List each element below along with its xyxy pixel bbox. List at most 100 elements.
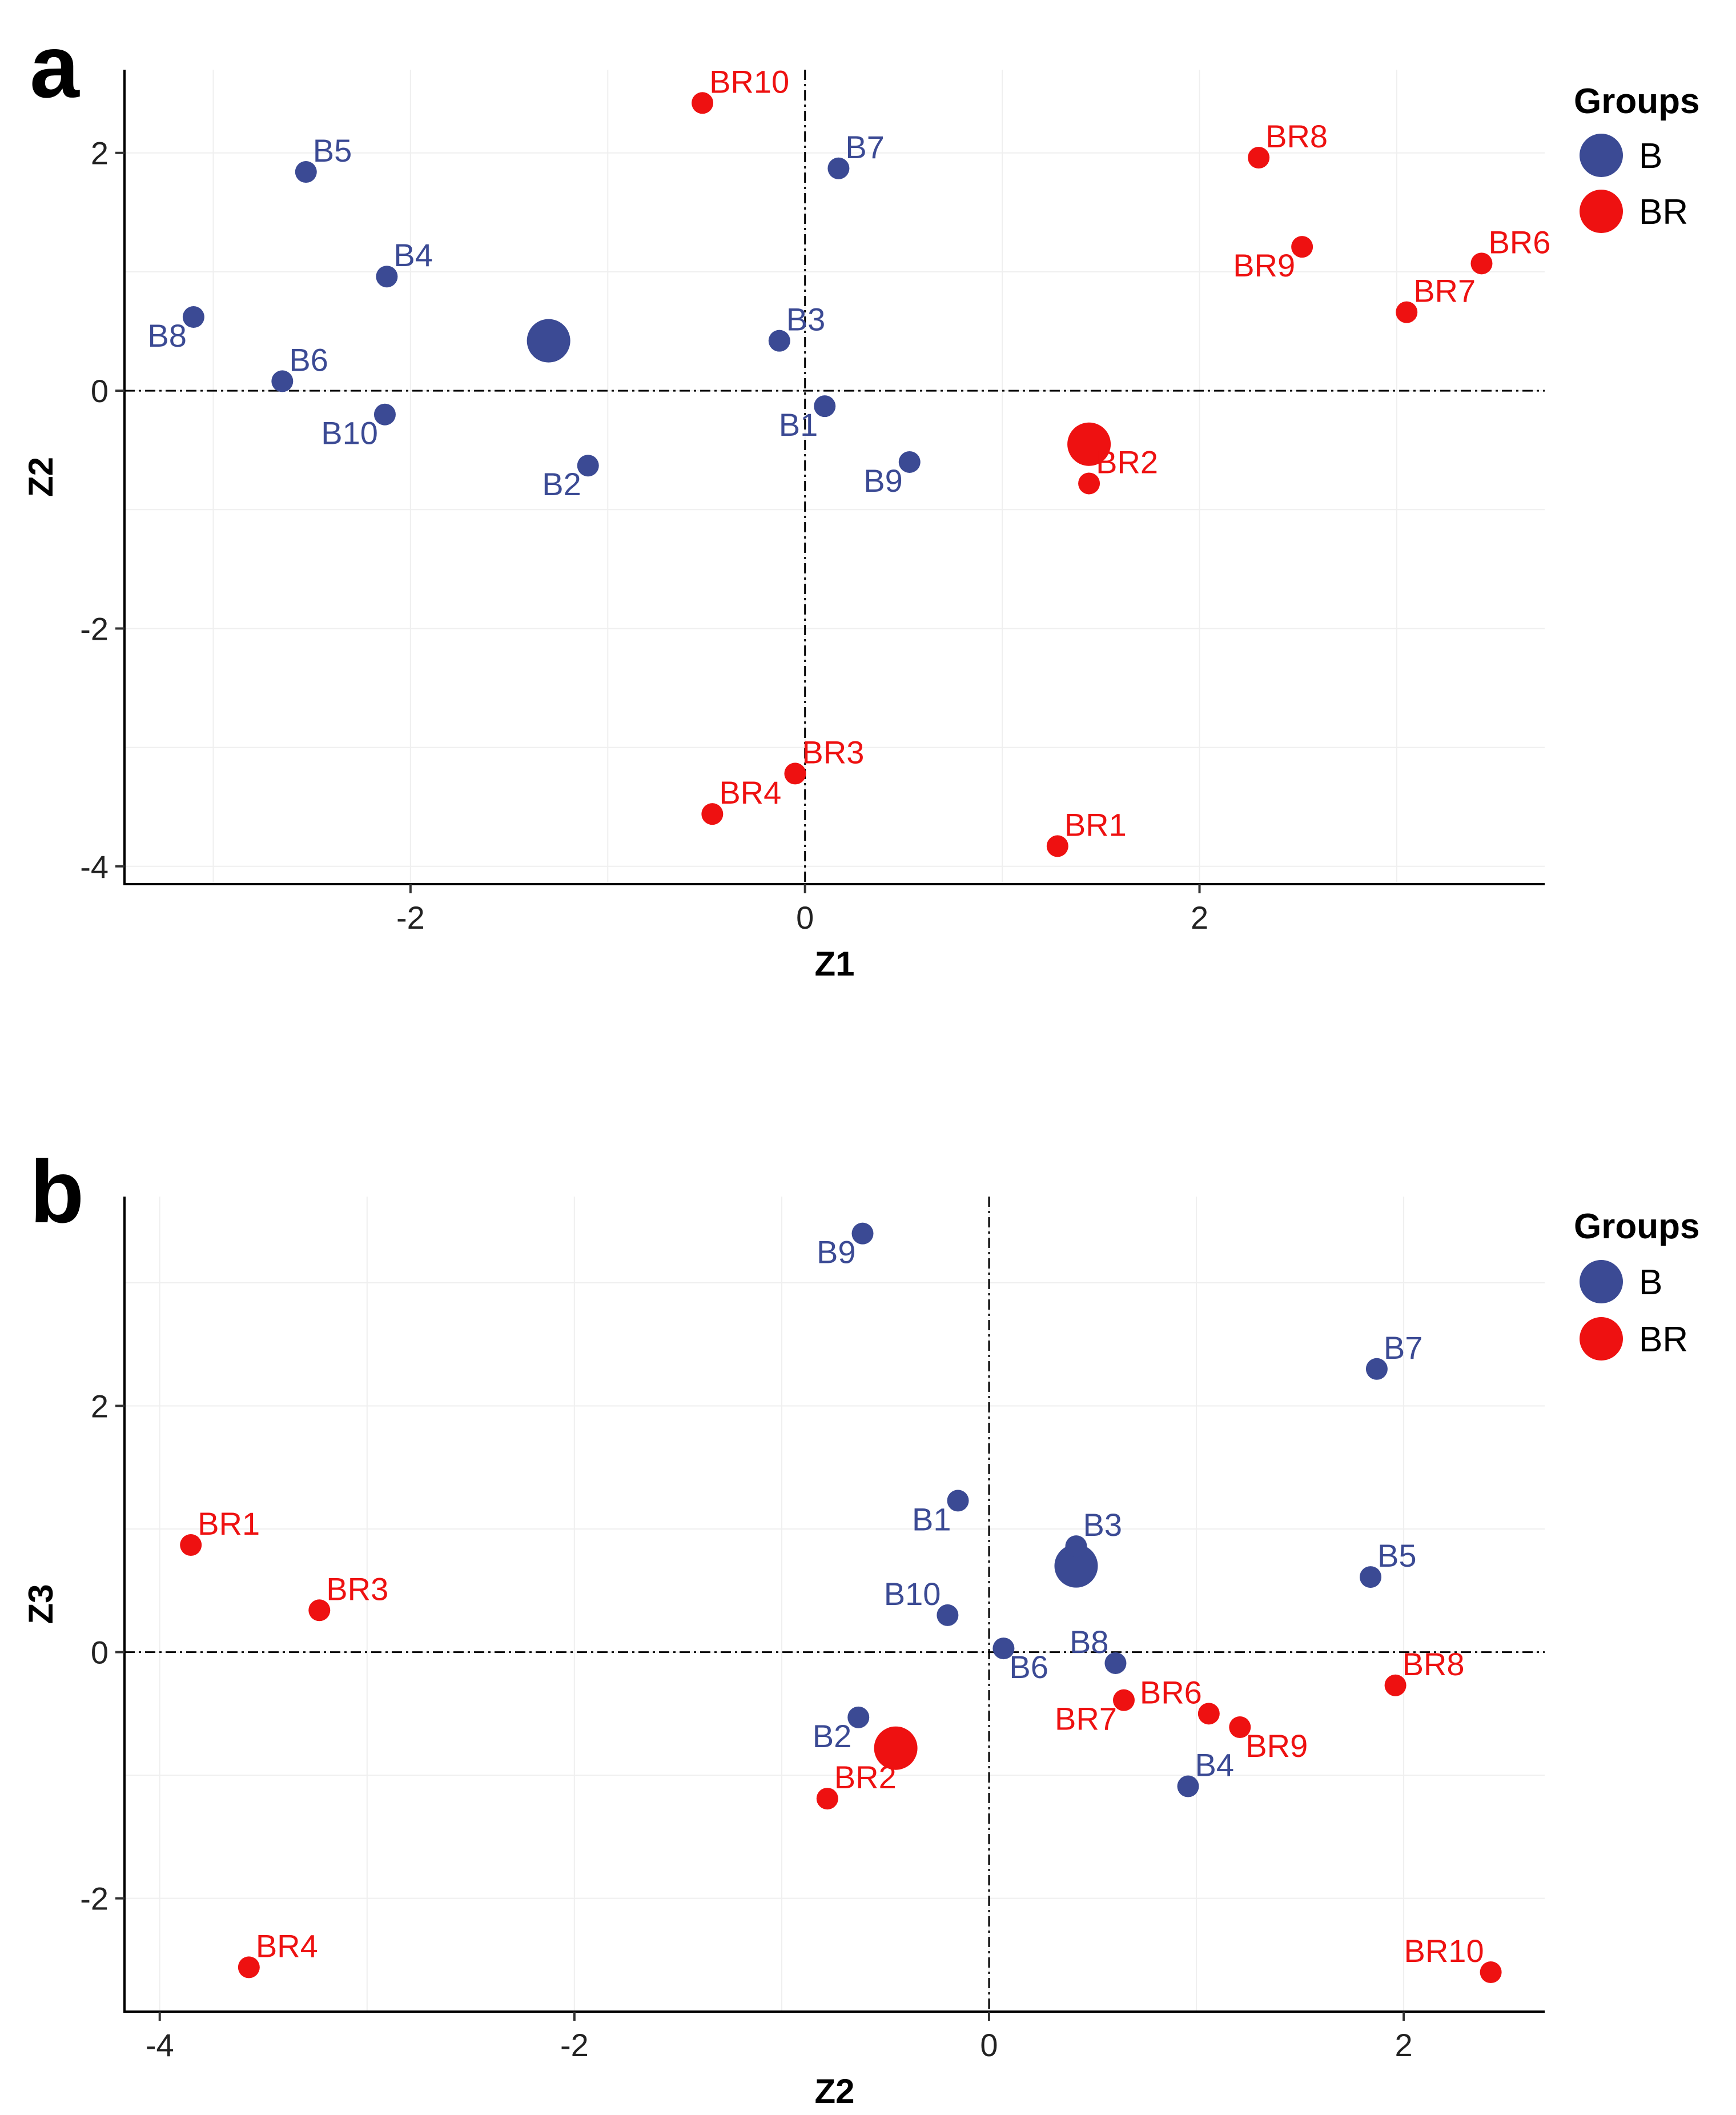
point-br9 — [1291, 236, 1313, 258]
point-b1 — [947, 1490, 969, 1512]
point-label-br8: BR8 — [1265, 118, 1328, 154]
point-label-b8: B8 — [147, 318, 187, 354]
point-label-b6: B6 — [1009, 1649, 1048, 1685]
legend-swatch-br — [1580, 1317, 1623, 1360]
point-label-b2: B2 — [813, 1718, 852, 1754]
point-label-br2: BR2 — [1096, 444, 1158, 480]
point-b2 — [577, 455, 599, 477]
legend-b: Groups B BR — [1574, 1207, 1699, 1360]
legend-label-br: BR — [1639, 192, 1688, 232]
point-br10 — [692, 92, 714, 114]
point-br6 — [1197, 1703, 1220, 1725]
y-tick-label: 0 — [91, 373, 108, 409]
point-br4 — [238, 1956, 260, 1978]
y-tick-label: -4 — [80, 849, 108, 885]
x-tick-label: -4 — [146, 2027, 174, 2063]
point-br7 — [1112, 1689, 1135, 1711]
x-tick-label: 2 — [1191, 900, 1208, 936]
point-label-b5: B5 — [1377, 1538, 1417, 1574]
y-axis-title: Z3 — [22, 1584, 60, 1624]
x-axis-title: Z2 — [814, 2072, 854, 2110]
point-label-br3: BR3 — [802, 734, 864, 770]
point-br8 — [1248, 147, 1270, 169]
point-b8 — [1104, 1652, 1127, 1674]
point-b2 — [847, 1706, 870, 1728]
point-br9 — [1229, 1716, 1251, 1739]
point-br1 — [180, 1534, 202, 1556]
legend-label-br: BR — [1639, 1320, 1688, 1359]
point-b9 — [898, 451, 921, 473]
point-label-br10: BR10 — [709, 63, 789, 99]
centroid-b — [527, 319, 570, 363]
point-b4 — [1177, 1775, 1199, 1797]
x-tick-label: -2 — [396, 900, 425, 936]
point-label-br9: BR9 — [1233, 247, 1295, 283]
point-br3 — [784, 762, 806, 785]
point-label-b3: B3 — [786, 302, 826, 338]
point-label-b5: B5 — [313, 133, 352, 168]
legend-swatch-b — [1580, 1260, 1623, 1303]
panel-a-label: a — [30, 17, 80, 117]
centroid-b — [1054, 1544, 1098, 1588]
point-label-b4: B4 — [1195, 1747, 1235, 1783]
point-br2 — [1078, 472, 1100, 495]
point-label-b1: B1 — [912, 1501, 951, 1537]
point-label-b4: B4 — [393, 237, 433, 273]
point-b10 — [937, 1604, 959, 1626]
centroid-br — [1067, 422, 1111, 466]
point-label-br7: BR7 — [1413, 273, 1476, 309]
point-label-br10: BR10 — [1404, 1933, 1484, 1969]
x-tick-label: -2 — [560, 2027, 589, 2063]
point-br2 — [816, 1788, 838, 1810]
legend-a: Groups B BR — [1574, 82, 1699, 233]
scatter-plot-b: -4 -2 0 2 -2 0 2 Z2 Z3 B1 B2 B3 B4 B5 B6 B7 B8 B9 B10 BR1 BR… — [22, 1197, 1545, 2110]
point-br6 — [1470, 252, 1493, 275]
point-label-b6: B6 — [289, 342, 328, 378]
point-b5 — [1360, 1566, 1382, 1588]
point-label-b2: B2 — [542, 466, 581, 502]
point-label-b7: B7 — [845, 129, 885, 165]
centroid-br — [874, 1726, 918, 1770]
scatter-plot-a: -2 0 2 -4 -2 0 2 Z1 Z2 B1 B2 B3 B4 B5 B6 B7 B8 B9 B10 BR1 BR… — [22, 63, 1550, 983]
point-b1 — [814, 395, 836, 418]
point-b8 — [182, 306, 204, 328]
x-tick-label: 2 — [1395, 2027, 1413, 2063]
point-label-b3: B3 — [1083, 1507, 1122, 1543]
point-b6 — [992, 1638, 1015, 1660]
point-br4 — [701, 803, 724, 825]
point-label-br7: BR7 — [1055, 1701, 1117, 1737]
point-br10 — [1480, 1961, 1502, 1984]
y-tick-label: 0 — [91, 1635, 108, 1671]
point-label-b10: B10 — [321, 415, 378, 451]
point-label-br4: BR4 — [719, 774, 781, 810]
legend-title: Groups — [1574, 82, 1699, 121]
point-b10 — [373, 403, 396, 426]
y-tick-label: 2 — [91, 135, 108, 171]
point-label-b10: B10 — [884, 1576, 941, 1612]
point-b7 — [1365, 1358, 1388, 1380]
point-label-br3: BR3 — [326, 1571, 388, 1607]
point-b4 — [376, 266, 398, 288]
point-b3 — [768, 330, 790, 352]
point-b6 — [271, 370, 294, 392]
point-label-br1: BR1 — [1064, 806, 1127, 842]
legend-label-b: B — [1639, 1263, 1662, 1302]
point-label-br4: BR4 — [256, 1928, 318, 1964]
point-br3 — [308, 1599, 331, 1622]
legend-swatch-b — [1580, 134, 1623, 177]
point-label-br6: BR6 — [1488, 224, 1550, 260]
point-b7 — [827, 157, 850, 179]
point-b5 — [295, 161, 317, 183]
y-axis-title: Z2 — [22, 457, 60, 497]
point-label-b9: B9 — [863, 463, 903, 499]
point-label-br1: BR1 — [198, 1506, 260, 1542]
x-tick-label: 0 — [980, 2027, 998, 2063]
y-tick-label: 2 — [91, 1388, 108, 1424]
point-label-b7: B7 — [1384, 1330, 1423, 1366]
x-axis-title: Z1 — [814, 945, 854, 983]
x-tick-label: 0 — [796, 900, 814, 936]
point-label-b9: B9 — [817, 1234, 856, 1270]
point-label-b1: B1 — [779, 407, 818, 443]
point-label-b8: B8 — [1070, 1624, 1109, 1660]
